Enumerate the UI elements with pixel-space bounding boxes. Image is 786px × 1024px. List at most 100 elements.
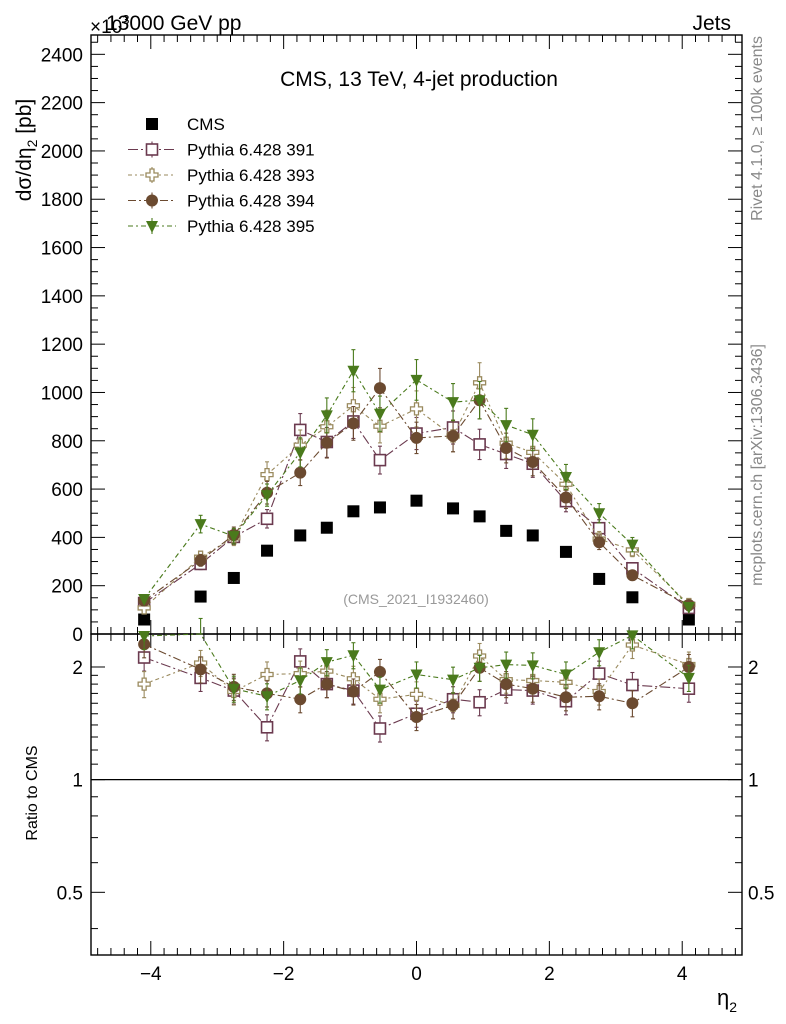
ratio-series-point [410,669,423,682]
ratio-series-point [294,675,307,688]
main-series-point [261,544,274,557]
main-series-point [320,436,333,449]
ratio-series-point [593,647,606,660]
main-series-point [593,536,606,549]
x-axis-label: η2 [717,985,737,1015]
ratio-series-point [320,678,333,691]
main-series-point [626,539,639,552]
main-series-pythia395 [138,349,695,614]
plot-title: CMS, 13 TeV, 4-jet production [280,68,558,91]
ratio-series-line [143,644,690,706]
y-tick-label: 1200 [41,335,83,356]
ratio-series-point [260,667,274,682]
main-series-point [260,467,274,482]
main-series-point [526,529,539,542]
ratio-series-point [373,665,386,678]
ratio-series-group [137,617,696,743]
main-series-point [447,397,460,410]
main-axes: 0 200 400 600 800 1000 1200 1400 1600 1800 2000 220… [41,41,742,646]
legend-label: Pythia 6.428 393 [187,166,315,185]
ratio-series-point [294,693,307,706]
main-series-point [373,408,386,421]
main-series-point [194,554,207,567]
main-series-point [593,508,606,521]
main-series-point [320,410,333,423]
main-series-line [143,387,690,606]
main-series-point [559,472,572,485]
ratio-series-point [447,674,460,687]
ratio-y-tick-label-right: 2 [748,658,759,679]
ratio-series-point [373,722,387,735]
x-tick-label: 4 [677,964,688,985]
main-series-point [410,374,423,387]
ratio-y-tick-label-right: 1 [748,771,759,792]
ratio-y-tick-label-right: 0.5 [748,883,774,904]
legend-label: Pythia 6.428 395 [187,217,315,236]
main-series-point [227,571,240,584]
ratio-series-point [559,669,572,682]
main-y-axis-label: dσ/dη2 [pb] [13,99,40,202]
ratio-series-point [473,695,486,709]
main-series-group [137,349,696,626]
rivet-version-label: Rivet 4.1.0, ≥ 100k events [749,36,766,221]
ratio-series-point [227,683,240,696]
main-series-point [473,510,486,523]
legend-marker [145,168,159,182]
legend-label: Pythia 6.428 391 [187,141,315,160]
y-tick-label: 800 [51,432,83,453]
ratio-y-tick-label: 2 [72,658,83,679]
ratio-series-point [409,687,424,702]
ratio-series-point [626,697,639,710]
ratio-series-point [447,699,460,712]
legend-marker [145,143,159,156]
main-series-point [473,395,486,408]
header-jets-label: Jets [692,12,731,35]
ratio-series-point [373,684,386,697]
ratio-series-point [592,667,606,680]
main-series-line [143,381,690,609]
ratio-series-point [138,631,151,644]
x-tick-label: −2 [273,964,295,985]
ratio-series-point [593,690,606,703]
main-series-point [347,417,360,430]
ratio-series-point [347,650,360,663]
main-series-point [409,402,424,416]
analysis-watermark: (CMS_2021_I1932460) [343,591,489,607]
main-series-point [260,512,274,526]
main-series-point [626,569,639,582]
legend-label: Pythia 6.428 394 [187,192,315,211]
x-axes: −4 −2 0 2 4 [97,35,736,985]
y-tick-label: 2000 [41,142,83,163]
main-series-point [347,365,360,378]
ratio-series-pythia395 [138,617,695,711]
y-tick-label: 200 [51,577,83,598]
main-series-point [347,505,360,518]
ratio-series-point [410,711,423,724]
legend-marker [146,118,158,130]
main-series-point [593,572,606,585]
legend-marker [146,221,158,233]
main-series-point [682,601,695,614]
ratio-series-point [500,678,513,691]
legend-marker [146,194,158,207]
main-series-point [294,466,307,479]
main-series-point [373,382,386,395]
main-series-point [194,519,207,532]
legend-label: CMS [187,115,225,134]
y-tick-label: 400 [51,528,83,549]
x-tick-label: 0 [411,964,422,985]
ratio-series-point [261,691,274,704]
main-series-point [194,590,207,603]
main-series-point [373,501,386,514]
ratio-series-point [260,720,274,734]
main-series-point [294,447,307,460]
main-series-point [410,431,423,444]
ratio-series-point [559,691,572,704]
ratio-series-point [194,663,207,676]
main-series-point [227,531,240,544]
ratio-y-tick-label: 0.5 [57,883,83,904]
main-series-point [138,613,151,626]
ratio-y-axis-label: Ratio to CMS [24,745,41,840]
x-tick-label: 2 [544,964,555,985]
